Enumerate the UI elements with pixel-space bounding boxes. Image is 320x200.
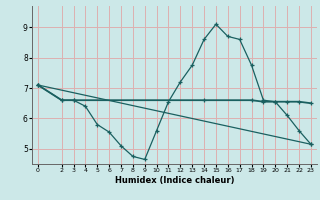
X-axis label: Humidex (Indice chaleur): Humidex (Indice chaleur) — [115, 176, 234, 185]
